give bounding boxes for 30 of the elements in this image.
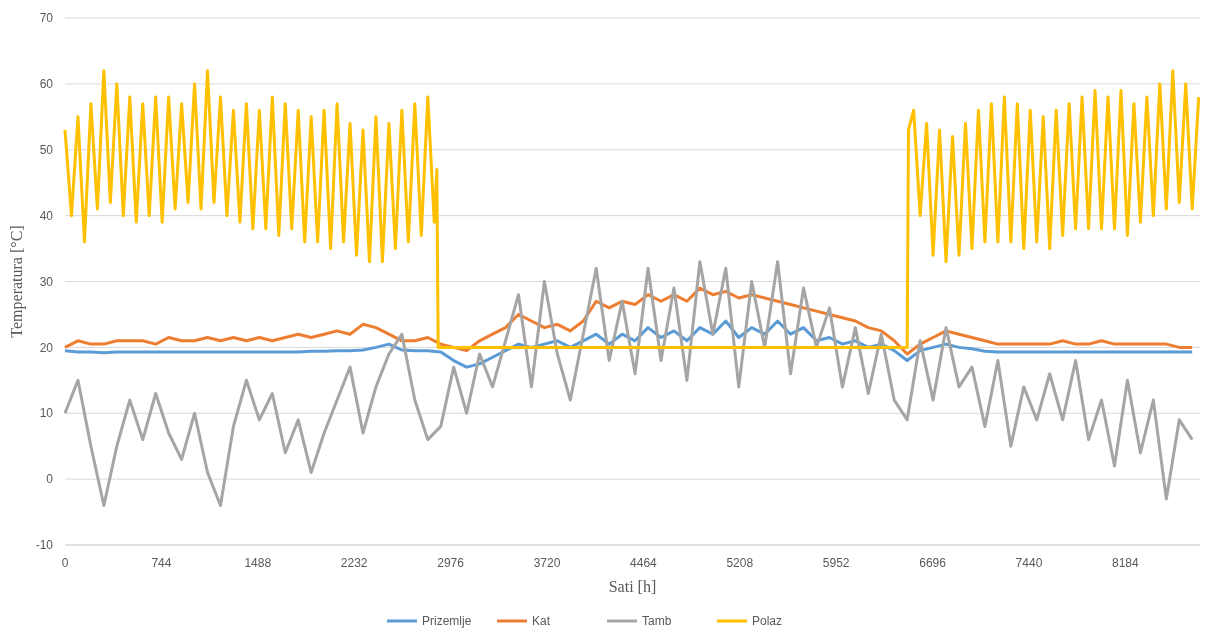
y-axis-title: Temperatura [°C] — [8, 225, 26, 338]
y-tick-label: 60 — [39, 77, 54, 92]
y-tick-label: 50 — [39, 142, 54, 157]
line-series — [63, 69, 1201, 349]
x-tick-label: 7440 — [1015, 556, 1043, 570]
x-tick-label: 2976 — [437, 556, 465, 570]
line-series — [63, 286, 1194, 356]
y-tick-label: 20 — [39, 340, 54, 355]
y-tick-label: 0 — [46, 472, 54, 487]
legend-label: Kat — [532, 614, 551, 629]
x-tick-label: 2232 — [340, 556, 368, 570]
x-axis-title: Sati [h] — [608, 578, 657, 595]
x-tick-label: 744 — [151, 556, 172, 570]
x-tick-label: 8184 — [1112, 556, 1140, 570]
legend-label: Prizemlje — [422, 614, 472, 629]
x-tick-label: 1488 — [244, 556, 272, 570]
y-tick-label: 10 — [39, 406, 54, 421]
y-tick-label: 30 — [39, 274, 54, 289]
x-tick-label: 0 — [61, 556, 69, 570]
line-series — [63, 260, 1194, 507]
y-tick-label: 70 — [39, 11, 54, 26]
x-tick-label: 3720 — [533, 556, 561, 570]
x-tick-label: 5952 — [822, 556, 850, 570]
y-tick-label: 40 — [39, 208, 54, 223]
y-tick-label: -10 — [35, 538, 54, 553]
legend-label: Polaz — [752, 614, 783, 629]
x-tick-label: 4464 — [630, 556, 658, 570]
x-tick-label: 6696 — [919, 556, 947, 570]
x-tick-label: 5208 — [726, 556, 754, 570]
legend-label: Tamb — [642, 614, 672, 629]
